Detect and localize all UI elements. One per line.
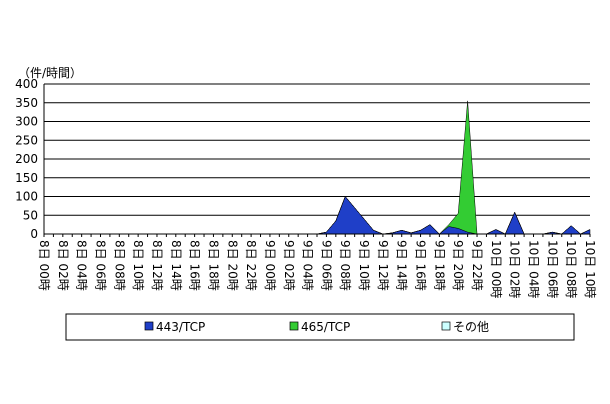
x-tick-label: 8日 16時: [188, 240, 202, 291]
x-tick-label: 8日 20時: [225, 240, 239, 291]
area: [44, 100, 591, 235]
x-tick-label: 10日 06時: [545, 240, 559, 298]
x-tick-label: 9日 12時: [376, 240, 390, 291]
x-tick-label: 9日 16時: [414, 240, 428, 291]
area: [44, 100, 590, 234]
y-tick-label: 250: [15, 133, 38, 147]
x-tick-label: 9日 06時: [319, 240, 333, 291]
x-tick-label: 9日 04時: [301, 240, 315, 291]
legend-label: その他: [453, 320, 489, 334]
x-tick-label: 10日 04時: [527, 240, 541, 298]
x-tick-label: 9日 14時: [395, 240, 409, 291]
y-tick-label: 150: [15, 171, 38, 185]
x-tick-label: 9日 22時: [470, 240, 484, 291]
y-tick-label: 350: [15, 96, 38, 110]
x-tick-label: 9日 00時: [263, 240, 277, 291]
x-tick-label: 10日 02時: [508, 240, 522, 298]
x-tick-label: 8日 04時: [75, 240, 89, 291]
legend-swatch: [441, 321, 451, 331]
y-tick-label: 0: [30, 227, 38, 241]
x-tick-label: 8日 12時: [150, 240, 164, 291]
legend-box: [65, 313, 575, 341]
x-tick-label: 10日 10時: [583, 240, 597, 298]
x-tick-label: 8日 22時: [244, 240, 258, 291]
x-tick-label: 9日 20時: [451, 240, 465, 291]
y-tick-label: 200: [15, 152, 38, 166]
x-tick-label: 9日 02時: [282, 240, 296, 291]
x-tick-label: 8日 10時: [131, 240, 145, 291]
x-tick-label: 10日 08時: [564, 240, 578, 298]
x-tick-label: 8日 02時: [56, 240, 70, 291]
x-tick-label: 8日 18時: [206, 240, 220, 291]
y-tick-label: 400: [15, 77, 38, 91]
x-tick-label: 9日 10時: [357, 240, 371, 291]
y-tick-label: 50: [23, 208, 38, 222]
x-tick-label: 8日 08時: [112, 240, 126, 291]
y-tick-label: 100: [15, 190, 38, 204]
x-tick-label: 9日 08時: [338, 240, 352, 291]
x-tick-label: 8日 06時: [93, 240, 107, 291]
y-tick-label: 300: [15, 115, 38, 129]
legend-label: 465/TCP: [301, 320, 350, 334]
x-tick-label: 8日 00時: [37, 240, 51, 291]
x-tick-label: 10日 00時: [489, 240, 503, 298]
legend-swatch: [144, 321, 154, 331]
legend-swatch: [289, 321, 299, 331]
x-tick-label: 8日 14時: [169, 240, 183, 291]
y-axis-label: （件/時間）: [18, 66, 82, 80]
legend-label: 443/TCP: [156, 320, 205, 334]
x-tick-label: 9日 18時: [432, 240, 446, 291]
